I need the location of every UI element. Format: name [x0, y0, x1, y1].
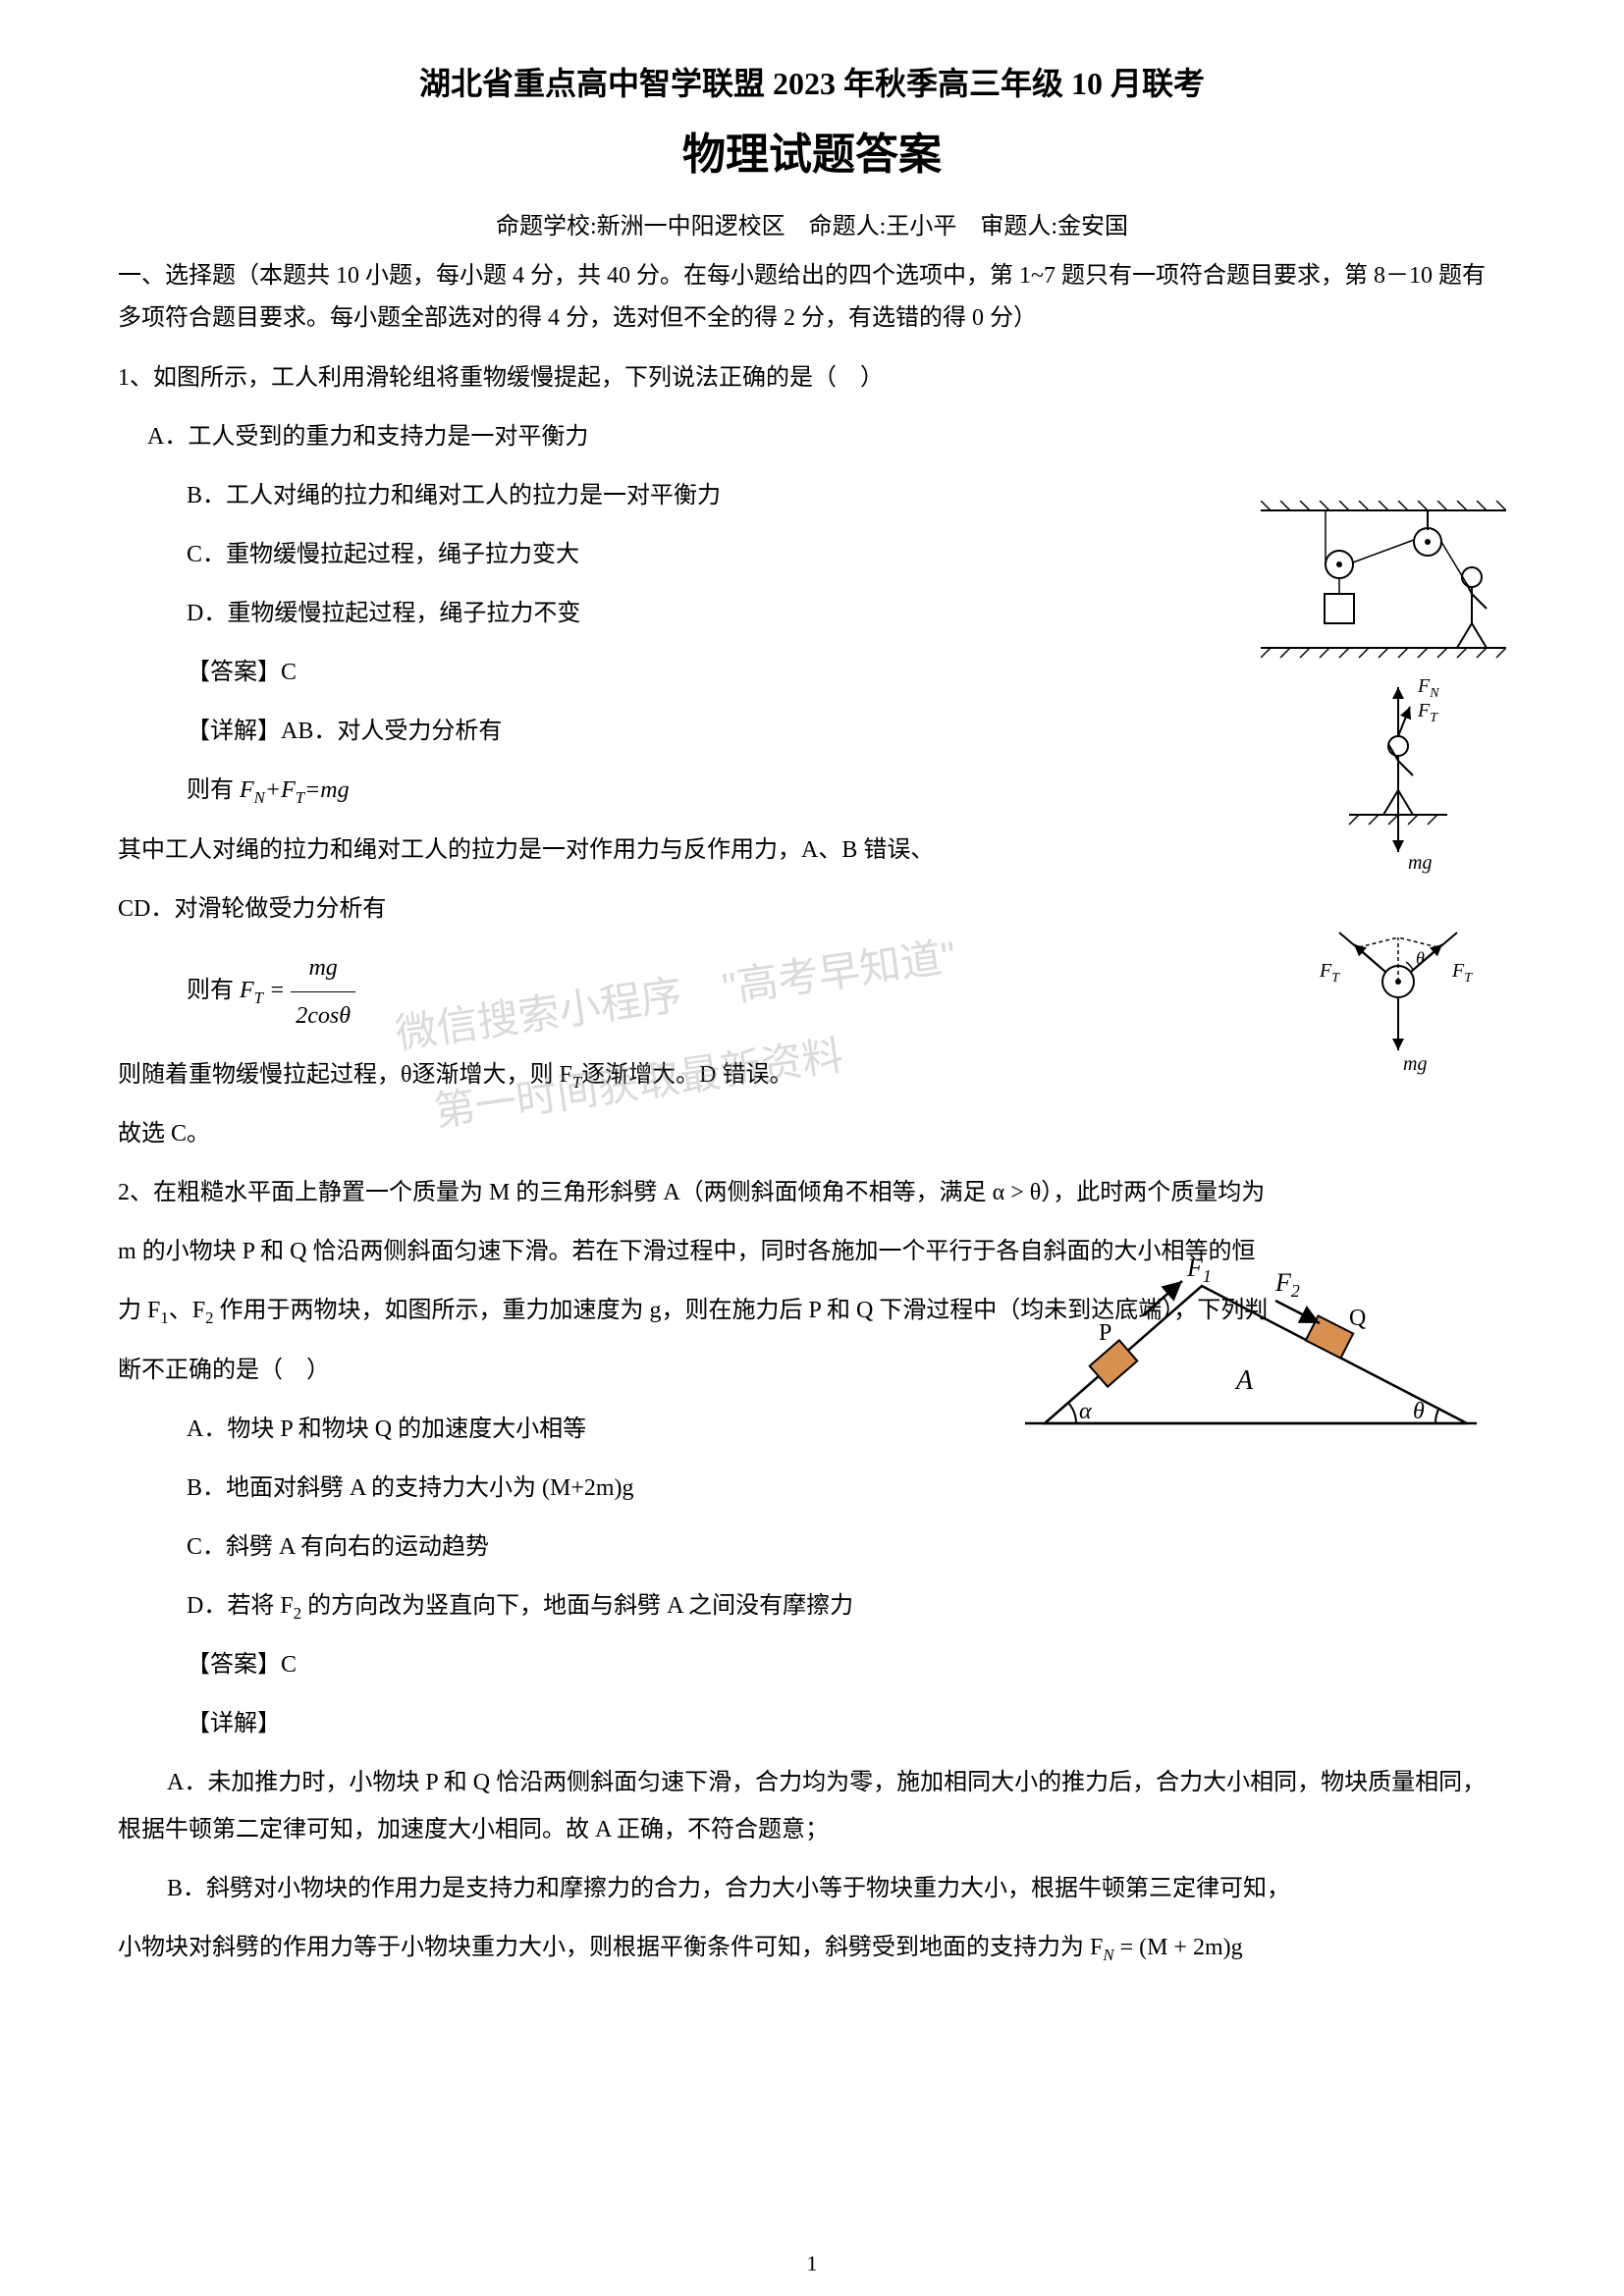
formula2-prefix: 则有 — [187, 978, 240, 1003]
svg-text:FT: FT — [1319, 960, 1340, 986]
s3p1: 力 F — [118, 1298, 160, 1323]
f2-sub: T — [254, 988, 263, 1007]
q1-text4: 故选 C。 — [118, 1110, 1506, 1157]
q2-text-b1: B．斜劈对小物块的作用力是支持力和摩擦力的合力，合力大小等于物块重力大小，根据牛… — [118, 1865, 1506, 1912]
q1-text2: CD．对滑轮做受力分析有 — [118, 885, 1506, 933]
q2ds: 2 — [294, 1603, 301, 1622]
tb2p: 小物块对斜劈的作用力等于小物块重力大小，则根据平衡条件可知，斜劈受到地面的支持力… — [118, 1935, 1103, 1960]
figure-force-person: FN FT mg — [1339, 677, 1457, 874]
f1-eq: =mg — [304, 777, 350, 803]
q2b: B．地面对斜劈 A 的支持力大小为 (M+2m)g — [187, 1475, 634, 1501]
svg-text:mg: mg — [1403, 1053, 1427, 1075]
q2-opt-c: C．斜劈 A 有向右的运动趋势 — [187, 1523, 1506, 1571]
page-number: 1 — [807, 2251, 818, 2276]
q2dp1: D．若将 F — [187, 1593, 294, 1619]
q2dp2: 的方向改为竖直向下，地面与斜劈 A 之间没有摩擦力 — [301, 1593, 853, 1619]
q1-text1: 其中工人对绳的拉力和绳对工人的拉力是一对作用力与反作用力，A、B 错误、 — [118, 827, 1506, 874]
tb2p3: = (M + 2m)g — [1114, 1935, 1243, 1960]
f1-n: N — [254, 788, 265, 807]
f1-f: F — [240, 777, 254, 803]
figure-wedge: F1 F2 P Q A α θ — [1015, 1247, 1487, 1443]
s3s2: 2 — [205, 1308, 213, 1327]
svg-text:θ: θ — [1416, 948, 1425, 968]
authors-line: 命题学校:新洲一中阳逻校区 命题人:王小平 审题人:金安国 — [118, 206, 1506, 240]
q1-opt-a: A．工人受到的重力和支持力是一对平衡力 — [147, 413, 1506, 460]
ft-label: FT — [1417, 700, 1438, 725]
svg-text:F1: F1 — [1186, 1254, 1212, 1286]
q2-text-b2: 小物块对斜劈的作用力等于小物块重力大小，则根据平衡条件可知，斜劈受到地面的支持力… — [118, 1924, 1506, 1971]
svg-text:P: P — [1099, 1320, 1111, 1346]
svg-text:A: A — [1234, 1365, 1254, 1396]
svg-text:F2: F2 — [1274, 1268, 1300, 1301]
q2-opt-d: D．若将 F2 的方向改为竖直向下，地面与斜劈 A 之间没有摩擦力 — [187, 1582, 1506, 1629]
title-sub: 物理试题答案 — [118, 119, 1506, 182]
svg-text:θ: θ — [1413, 1399, 1425, 1424]
f2-eq: = — [263, 978, 291, 1003]
t3-cont: 逐渐增大。D 错误。 — [581, 1062, 792, 1088]
q2-s1: 2、在粗糙水平面上静置一个质量为 M 的三角形斜劈 A（两侧斜面倾角不相等，满足… — [118, 1180, 1265, 1205]
mg-label: mg — [1408, 852, 1432, 874]
svg-text:FT: FT — [1451, 960, 1473, 986]
q2-answer: 【答案】C — [187, 1641, 1506, 1688]
f2-lhs: F — [240, 978, 254, 1003]
q2-stem1: 2、在粗糙水平面上静置一个质量为 M 的三角形斜劈 A（两侧斜面倾角不相等，满足… — [118, 1169, 1506, 1216]
f1-t: T — [296, 788, 304, 807]
figure-pulley — [1261, 501, 1506, 667]
s3s1: 1 — [160, 1308, 168, 1327]
tb2s: N — [1103, 1946, 1113, 1964]
f1-plus: +F — [265, 777, 296, 803]
t3-sub: T — [572, 1073, 581, 1092]
q1-explain: 【详解】AB．对人受力分析有 — [187, 708, 1506, 755]
content: 一、选择题（本题共 10 小题，每小题 4 分，共 40 分。在每小题给出的四个… — [118, 255, 1506, 1971]
frac-num: mg — [291, 944, 355, 992]
t3-p1: 则随着重物缓慢拉起过程，θ逐渐增大，则 F — [118, 1062, 572, 1088]
q1-text3: 则随着重物缓慢拉起过程，θ逐渐增大，则 FT逐渐增大。D 错误。 — [118, 1051, 1506, 1098]
q2-explain: 【详解】 — [187, 1700, 1506, 1747]
title-main: 湖北省重点高中智学联盟 2023 年秋季高三年级 10 月联考 — [118, 59, 1506, 104]
fraction: mg 2cosθ — [291, 944, 355, 1040]
formula-prefix: 则有 — [187, 777, 240, 803]
svg-text:Q: Q — [1349, 1306, 1366, 1331]
q2-opt-b: B．地面对斜劈 A 的支持力大小为 (M+2m)g — [187, 1465, 1506, 1512]
q1-formula2: 则有 FT = mg 2cosθ — [187, 944, 1506, 1040]
frac-den: 2cosθ — [291, 992, 355, 1040]
section1-header: 一、选择题（本题共 10 小题，每小题 4 分，共 40 分。在每小题给出的四个… — [118, 255, 1506, 340]
fn-label: FN — [1417, 677, 1439, 701]
s3p2: 、F — [169, 1298, 205, 1323]
q1-stem: 1、如图所示，工人利用滑轮组将重物缓慢提起，下列说法正确的是（ ） — [118, 354, 1506, 401]
q1-formula1: 则有 FN+FT=mg — [187, 767, 1506, 814]
svg-text:α: α — [1079, 1399, 1092, 1424]
figure-pulley-force: FT FT θ mg — [1310, 923, 1487, 1080]
q2-text-a: A．未加推力时，小物块 P 和 Q 恰沿两侧斜面匀速下滑，合力均为零，施加相同大… — [118, 1759, 1506, 1853]
